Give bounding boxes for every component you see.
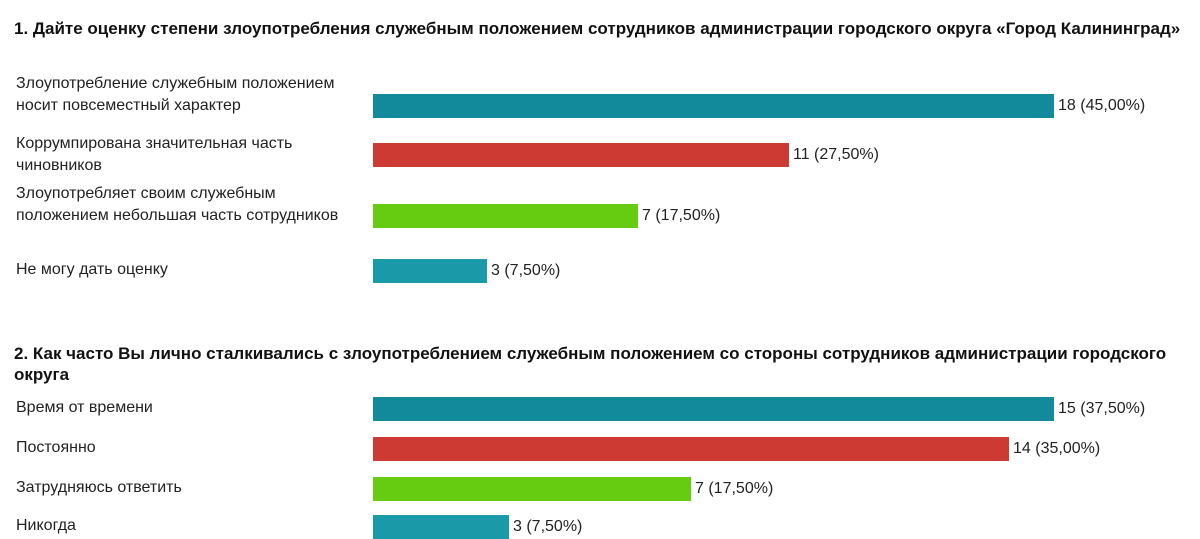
answer-value-label: 3 (7,50%) bbox=[491, 262, 561, 279]
answer-label: Коррумпирована значительная часть чиновн… bbox=[16, 135, 293, 174]
question-1-title: 1. Дайте оценку степени злоупотребления … bbox=[14, 19, 1181, 38]
answer-label: Постоянно bbox=[16, 439, 96, 456]
answer-row: Злоупотребление служебным положением нос… bbox=[14, 73, 1190, 139]
answer-value-label: 18 (45,00%) bbox=[1058, 97, 1146, 114]
answer-label: Злоупотребляет своим служебным положение… bbox=[16, 185, 339, 224]
answer-label: Затрудняюсь ответить bbox=[16, 479, 182, 496]
question-2-title: 2. Как часто Вы лично сталкивались с зло… bbox=[14, 344, 1167, 384]
answer-bar bbox=[373, 94, 1054, 118]
answer-bar bbox=[373, 477, 691, 501]
answer-row: Постоянно 14 (35,00%) bbox=[14, 437, 1190, 461]
answer-row: Коррумпирована значительная часть чиновн… bbox=[14, 133, 1190, 177]
answer-label: Никогда bbox=[16, 517, 76, 534]
answer-value-label: 3 (7,50%) bbox=[513, 518, 583, 535]
question-2: 2. Как часто Вы лично сталкивались с зло… bbox=[14, 343, 1190, 539]
answer-bar bbox=[373, 515, 509, 539]
answer-bar bbox=[373, 143, 789, 167]
answer-bar bbox=[373, 259, 487, 283]
answer-bar bbox=[373, 204, 638, 228]
answer-value-label: 14 (35,00%) bbox=[1013, 440, 1101, 457]
answer-label: Злоупотребление служебным положением нос… bbox=[16, 75, 335, 114]
answer-label: Не могу дать оценку bbox=[16, 261, 168, 278]
answer-row: Время от времени 15 (37,50%) bbox=[14, 397, 1190, 421]
answer-row: Никогда 3 (7,50%) bbox=[14, 515, 1190, 539]
answer-bar bbox=[373, 437, 1009, 461]
answer-label: Время от времени bbox=[16, 399, 153, 416]
answer-value-label: 15 (37,50%) bbox=[1058, 400, 1146, 417]
answer-value-label: 7 (17,50%) bbox=[695, 480, 774, 497]
answer-row: Не могу дать оценку 3 (7,50%) bbox=[14, 259, 1190, 283]
answer-row: Злоупотребляет своим служебным положение… bbox=[14, 183, 1190, 249]
question-1: 1. Дайте оценку степени злоупотребления … bbox=[14, 18, 1190, 283]
answer-value-label: 7 (17,50%) bbox=[642, 207, 721, 224]
answer-row: Затрудняюсь ответить 7 (17,50%) bbox=[14, 477, 1190, 501]
answer-value-label: 11 (27,50%) bbox=[793, 146, 879, 163]
answer-bar bbox=[373, 397, 1054, 421]
